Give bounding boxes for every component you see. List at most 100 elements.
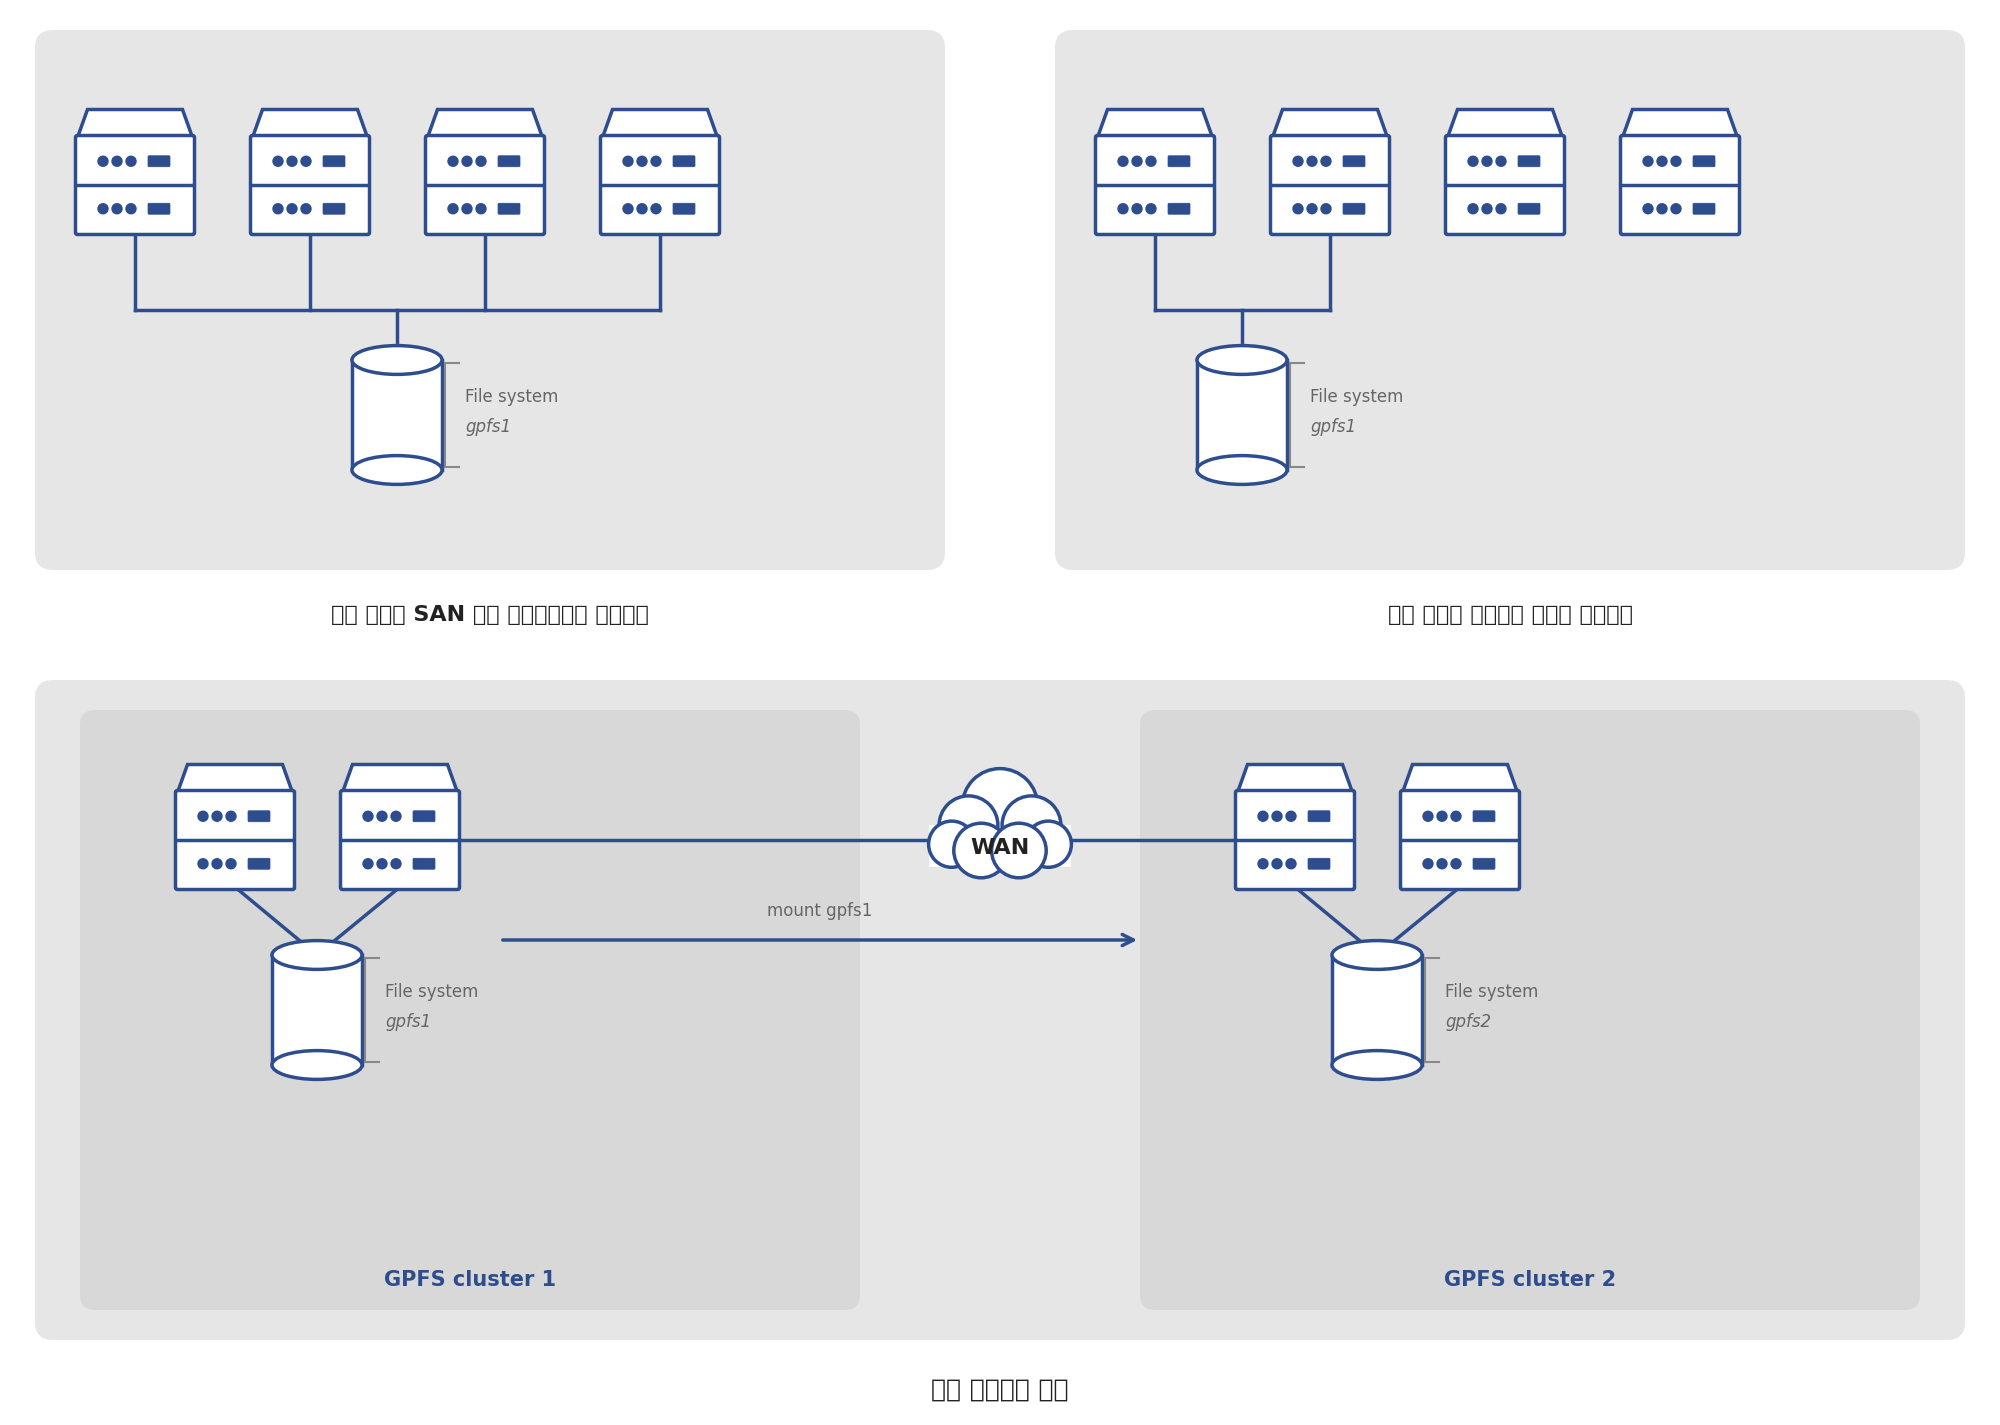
Text: GPFS cluster 2: GPFS cluster 2 <box>1444 1270 1616 1290</box>
FancyBboxPatch shape <box>340 791 460 889</box>
FancyBboxPatch shape <box>426 135 544 235</box>
FancyBboxPatch shape <box>1140 710 1920 1310</box>
Circle shape <box>288 204 296 214</box>
FancyBboxPatch shape <box>176 791 294 889</box>
FancyBboxPatch shape <box>80 710 860 1310</box>
Circle shape <box>226 859 236 869</box>
Circle shape <box>1286 811 1296 821</box>
Circle shape <box>1308 204 1316 214</box>
Circle shape <box>476 204 486 214</box>
Text: WAN: WAN <box>970 838 1030 858</box>
FancyBboxPatch shape <box>1692 204 1716 214</box>
Polygon shape <box>1402 764 1518 792</box>
Circle shape <box>1496 204 1506 214</box>
Polygon shape <box>1098 110 1212 137</box>
FancyBboxPatch shape <box>352 361 442 470</box>
Ellipse shape <box>1332 1050 1422 1079</box>
FancyBboxPatch shape <box>1056 30 1964 570</box>
FancyBboxPatch shape <box>672 204 696 214</box>
FancyBboxPatch shape <box>324 155 346 167</box>
Circle shape <box>1320 204 1332 214</box>
Circle shape <box>112 157 122 167</box>
Circle shape <box>1026 821 1072 868</box>
Circle shape <box>212 811 222 821</box>
Circle shape <box>1308 157 1316 167</box>
Polygon shape <box>78 110 192 137</box>
Polygon shape <box>428 110 542 137</box>
Circle shape <box>1644 204 1652 214</box>
Circle shape <box>1656 157 1668 167</box>
Ellipse shape <box>1332 940 1422 969</box>
FancyBboxPatch shape <box>1446 135 1564 235</box>
Circle shape <box>98 157 108 167</box>
Circle shape <box>1292 204 1304 214</box>
Circle shape <box>1672 204 1680 214</box>
FancyBboxPatch shape <box>148 155 170 167</box>
Circle shape <box>392 811 400 821</box>
Circle shape <box>212 859 222 869</box>
FancyBboxPatch shape <box>1332 955 1422 1064</box>
Polygon shape <box>1238 764 1352 792</box>
FancyBboxPatch shape <box>1236 791 1354 889</box>
Circle shape <box>198 811 208 821</box>
Circle shape <box>940 797 998 855</box>
Circle shape <box>462 204 472 214</box>
Text: GPFS cluster 1: GPFS cluster 1 <box>384 1270 556 1290</box>
Circle shape <box>928 821 974 868</box>
FancyBboxPatch shape <box>928 825 1072 868</box>
FancyBboxPatch shape <box>1344 204 1364 214</box>
Circle shape <box>198 859 208 869</box>
Circle shape <box>962 768 1038 844</box>
Circle shape <box>288 157 296 167</box>
FancyBboxPatch shape <box>36 30 946 570</box>
Text: File system: File system <box>1444 983 1538 1000</box>
Ellipse shape <box>1196 456 1288 484</box>
Circle shape <box>1002 797 1060 855</box>
Circle shape <box>376 811 388 821</box>
FancyBboxPatch shape <box>76 135 194 235</box>
Circle shape <box>376 859 388 869</box>
FancyBboxPatch shape <box>1308 811 1330 822</box>
Circle shape <box>636 204 648 214</box>
Text: 일부 노드가 디스크에 연결된 클러스터: 일부 노드가 디스크에 연결된 클러스터 <box>1388 606 1632 626</box>
FancyBboxPatch shape <box>1400 791 1520 889</box>
FancyBboxPatch shape <box>1472 811 1496 822</box>
Circle shape <box>462 157 472 167</box>
Circle shape <box>1132 204 1142 214</box>
Circle shape <box>98 204 108 214</box>
Circle shape <box>1644 157 1652 167</box>
FancyBboxPatch shape <box>250 135 370 235</box>
Circle shape <box>364 859 372 869</box>
FancyBboxPatch shape <box>1518 204 1540 214</box>
FancyBboxPatch shape <box>414 811 436 822</box>
Circle shape <box>1482 204 1492 214</box>
Circle shape <box>1292 157 1304 167</box>
Circle shape <box>364 811 372 821</box>
Text: File system: File system <box>464 388 558 406</box>
Circle shape <box>1272 811 1282 821</box>
FancyBboxPatch shape <box>248 858 270 869</box>
Circle shape <box>300 204 312 214</box>
FancyBboxPatch shape <box>672 155 696 167</box>
Circle shape <box>1468 204 1478 214</box>
FancyBboxPatch shape <box>600 135 720 235</box>
Circle shape <box>1452 859 1460 869</box>
Ellipse shape <box>352 346 442 375</box>
Circle shape <box>1320 157 1332 167</box>
Text: gpfs2: gpfs2 <box>1444 1013 1492 1032</box>
Circle shape <box>1672 157 1680 167</box>
Circle shape <box>1424 811 1432 821</box>
FancyBboxPatch shape <box>1196 361 1288 470</box>
Circle shape <box>1258 811 1268 821</box>
FancyBboxPatch shape <box>324 204 346 214</box>
Ellipse shape <box>272 940 362 969</box>
FancyBboxPatch shape <box>1518 155 1540 167</box>
Circle shape <box>272 204 284 214</box>
Circle shape <box>954 824 1008 878</box>
Text: File system: File system <box>384 983 478 1000</box>
Circle shape <box>1424 859 1432 869</box>
FancyBboxPatch shape <box>272 955 362 1064</box>
Ellipse shape <box>1332 940 1422 969</box>
FancyBboxPatch shape <box>248 811 270 822</box>
Circle shape <box>126 157 136 167</box>
